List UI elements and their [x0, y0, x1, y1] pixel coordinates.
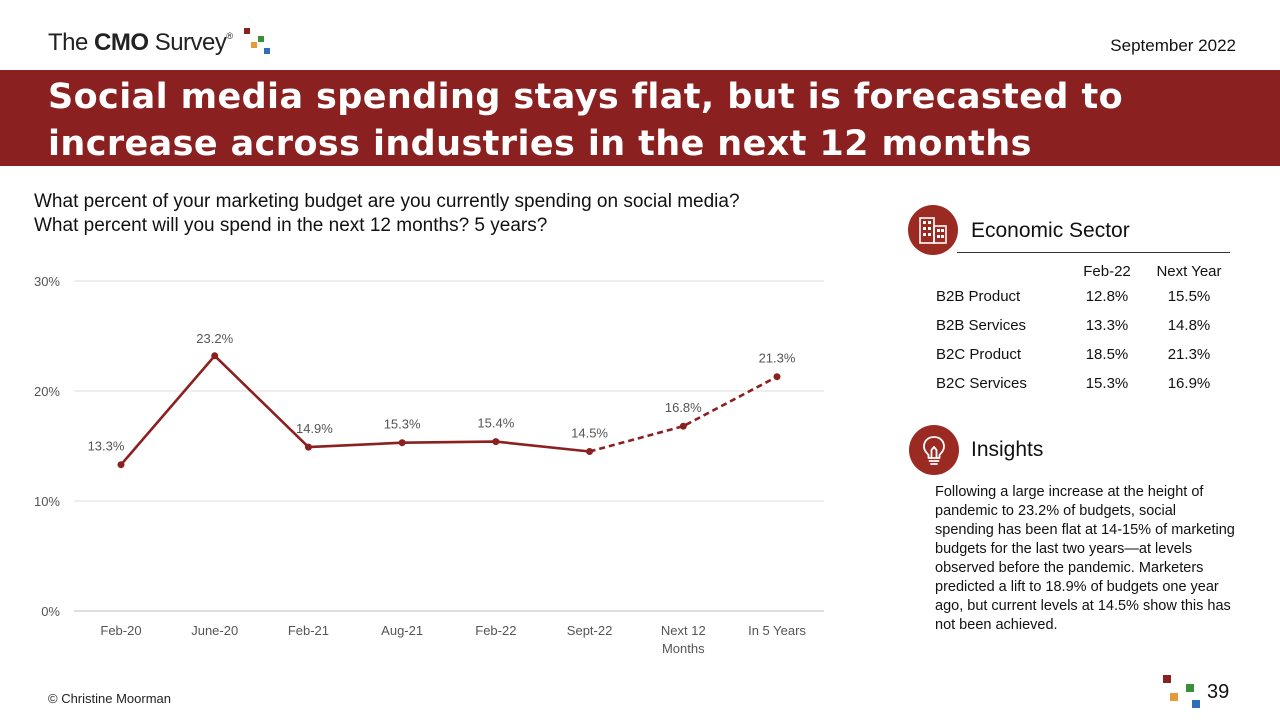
sector-next-year-value: 14.8% [1167, 317, 1211, 334]
footer-square-blue [1192, 700, 1200, 708]
y-tick-label: 0% [41, 604, 60, 619]
data-label: 14.9% [296, 421, 333, 436]
chart-points [117, 352, 781, 469]
sector-feb22-value: 18.5% [1085, 346, 1129, 363]
sector-next-year-value: 15.5% [1167, 288, 1211, 305]
x-tick-label: Next 12 Months [661, 623, 706, 656]
title-banner: Social media spending stays flat, but is… [0, 70, 1280, 166]
table-row: B2B Services 13.3% 14.8% [936, 311, 1230, 340]
question-line-2: What percent will you spend in the next … [34, 215, 548, 236]
data-label: 15.4% [477, 416, 514, 431]
footer-square-green [1186, 684, 1194, 692]
chart-data-labels: 13.3% 23.2% 14.9% 15.3% 15.4% 14.5% 16.8% 21.3% [88, 331, 796, 454]
page-number: 39 [1207, 681, 1230, 703]
social-spend-line-chart: 0%10%20%30% Feb-20 June-20 Feb-21 Aug-21 Feb… [34, 274, 824, 656]
lightbulb-icon [909, 425, 959, 475]
sector-feb22-value: 15.3% [1085, 375, 1129, 392]
data-label: 14.5% [571, 426, 608, 441]
sector-feb22-value: 12.8% [1085, 288, 1129, 305]
x-tick-label: Sept-22 [567, 623, 613, 638]
data-label: 21.3% [759, 351, 796, 366]
survey-question: What percent of your marketing budget ar… [34, 190, 834, 238]
forecast-spend-line [589, 375, 778, 453]
sector-col-next-year: Next Year [1156, 262, 1222, 280]
page-title: Social media spending stays flat, but is… [48, 77, 1124, 164]
x-tick-label: Feb-22 [475, 623, 516, 638]
sector-divider [957, 252, 1230, 253]
sector-next-year-value: 21.3% [1167, 346, 1211, 363]
data-point [773, 373, 781, 381]
insights-title: Insights [971, 438, 1044, 461]
chart-series-lines [120, 354, 778, 466]
sector-col-feb22: Feb-22 [1083, 262, 1131, 280]
table-row: B2C Product 18.5% 21.3% [936, 340, 1230, 369]
x-tick-label: Feb-21 [288, 623, 329, 638]
question-line-1: What percent of your marketing budget ar… [34, 191, 740, 212]
sector-name: B2B Services [936, 317, 1027, 334]
data-point [679, 422, 687, 430]
x-tick-line: Months [662, 641, 705, 656]
x-tick-label: Aug-21 [381, 623, 423, 638]
data-point [304, 443, 312, 451]
data-point [492, 438, 500, 446]
data-label: 13.3% [88, 439, 125, 454]
chart-gridlines [74, 280, 824, 612]
sector-name: B2C Product [936, 346, 1022, 363]
insights-text: Following a large increase at the height… [935, 484, 1235, 633]
economic-sector-title: Economic Sector [971, 219, 1130, 242]
sector-name: B2B Product [936, 288, 1021, 305]
buildings-icon [908, 205, 958, 255]
data-point [211, 352, 219, 360]
data-point [398, 439, 406, 447]
table-row: B2C Services 15.3% 16.9% [936, 369, 1230, 398]
decorative-squares-icon [1163, 675, 1200, 708]
logo-text-post: Survey [148, 29, 227, 56]
logo-squares-icon [244, 28, 270, 54]
x-axis-ticks: Feb-20 June-20 Feb-21 Aug-21 Feb-22 Sept-22 Ne… [100, 623, 806, 656]
footer-square-orange [1170, 693, 1178, 701]
logo-registered-mark: ® [226, 31, 233, 41]
logo-text-pre: The [48, 29, 95, 56]
logo-text: The CMO Survey® [48, 29, 233, 57]
data-label: 16.8% [665, 400, 702, 415]
data-point [117, 461, 125, 469]
logo-square-red [244, 28, 250, 34]
logo-text-bold: CMO [94, 29, 149, 56]
sector-name: B2C Services [936, 375, 1027, 392]
x-tick-label: In 5 Years [748, 623, 806, 638]
y-tick-label: 30% [34, 274, 60, 289]
footer-square-red [1163, 675, 1171, 683]
data-point [586, 448, 594, 455]
table-row: B2B Product 12.8% 15.5% [936, 282, 1230, 311]
x-tick-line: Next 12 [661, 623, 706, 638]
x-tick-label: June-20 [191, 623, 238, 638]
x-tick-label: Feb-20 [100, 623, 141, 638]
sector-table-header: Feb-22 Next Year [936, 260, 1230, 282]
actual-spend-line [120, 354, 590, 466]
data-label: 15.3% [384, 417, 421, 432]
y-tick-label: 20% [34, 384, 60, 399]
y-axis-ticks: 0% 10% 20% 30% [34, 274, 60, 619]
sector-next-year-value: 16.9% [1167, 375, 1211, 392]
copyright-footer: © Christine Moorman [48, 691, 172, 706]
logo-square-green [258, 36, 264, 42]
sector-feb22-value: 13.3% [1085, 317, 1129, 334]
y-tick-label: 10% [34, 494, 60, 509]
sector-table: Feb-22 Next Year B2B Product 12.8% 15.5%… [936, 260, 1230, 398]
report-date: September 2022 [1110, 36, 1236, 55]
logo-square-blue [264, 48, 270, 54]
data-label: 23.2% [196, 331, 233, 346]
logo-square-orange [251, 42, 257, 48]
